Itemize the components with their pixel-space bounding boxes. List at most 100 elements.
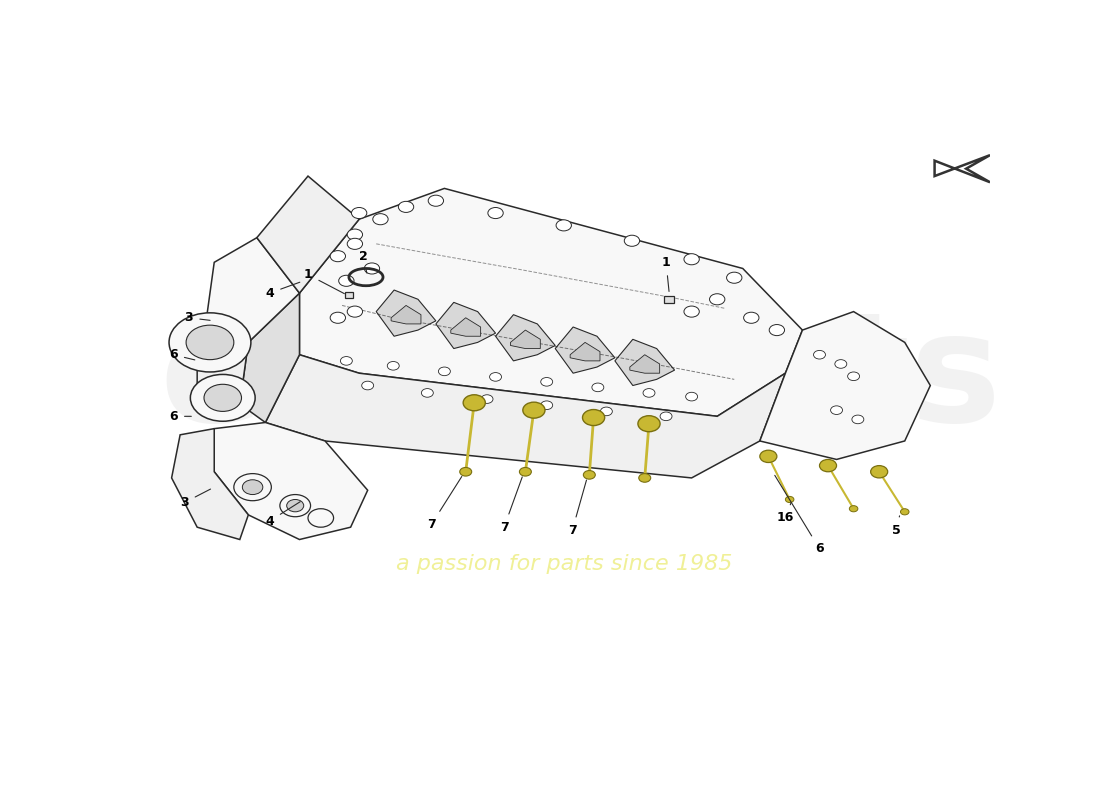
- Circle shape: [541, 378, 552, 386]
- Circle shape: [592, 383, 604, 392]
- Polygon shape: [214, 422, 367, 539]
- Circle shape: [287, 499, 304, 512]
- Circle shape: [339, 275, 354, 286]
- Circle shape: [169, 313, 251, 372]
- Text: eutoparts: eutoparts: [160, 305, 1002, 454]
- Circle shape: [308, 509, 333, 527]
- Polygon shape: [495, 314, 556, 361]
- Circle shape: [814, 350, 825, 359]
- Circle shape: [490, 373, 502, 382]
- Circle shape: [684, 306, 700, 317]
- Text: a passion for parts since 1985: a passion for parts since 1985: [396, 554, 732, 574]
- Circle shape: [348, 229, 363, 240]
- Circle shape: [398, 202, 414, 213]
- Circle shape: [519, 467, 531, 476]
- Circle shape: [421, 389, 433, 398]
- Polygon shape: [436, 302, 495, 349]
- Circle shape: [522, 402, 544, 418]
- Text: 3: 3: [180, 489, 210, 509]
- Circle shape: [460, 467, 472, 476]
- Text: 7: 7: [499, 477, 522, 534]
- Circle shape: [348, 238, 363, 250]
- Text: 16: 16: [777, 503, 794, 525]
- Circle shape: [362, 382, 374, 390]
- Polygon shape: [570, 342, 600, 361]
- Circle shape: [204, 384, 242, 411]
- Circle shape: [639, 474, 651, 482]
- Polygon shape: [172, 429, 249, 539]
- Polygon shape: [392, 306, 421, 324]
- Circle shape: [785, 496, 794, 502]
- Circle shape: [352, 207, 366, 218]
- Circle shape: [364, 263, 380, 274]
- Text: 4: 4: [265, 502, 300, 527]
- Polygon shape: [299, 188, 803, 416]
- FancyBboxPatch shape: [344, 292, 353, 298]
- Text: 4: 4: [265, 282, 300, 300]
- Text: 5: 5: [892, 516, 901, 537]
- Polygon shape: [197, 324, 249, 404]
- Text: 6: 6: [169, 410, 191, 423]
- FancyBboxPatch shape: [664, 296, 673, 303]
- Circle shape: [684, 254, 700, 265]
- Circle shape: [348, 306, 363, 317]
- Circle shape: [849, 506, 858, 512]
- Text: 2: 2: [359, 250, 367, 273]
- Circle shape: [541, 401, 552, 410]
- Circle shape: [330, 250, 345, 262]
- Circle shape: [710, 294, 725, 305]
- Text: 1: 1: [662, 256, 670, 291]
- Circle shape: [685, 392, 697, 401]
- Polygon shape: [556, 327, 615, 373]
- Polygon shape: [240, 293, 299, 422]
- Circle shape: [660, 412, 672, 421]
- Circle shape: [601, 407, 613, 416]
- Circle shape: [387, 362, 399, 370]
- Text: 1: 1: [304, 268, 344, 294]
- Circle shape: [583, 470, 595, 479]
- Polygon shape: [451, 318, 481, 336]
- Circle shape: [830, 406, 843, 414]
- Circle shape: [625, 235, 639, 246]
- Polygon shape: [257, 176, 359, 293]
- Circle shape: [583, 410, 605, 426]
- Circle shape: [727, 272, 741, 283]
- Circle shape: [234, 474, 272, 501]
- Polygon shape: [510, 330, 540, 349]
- Circle shape: [557, 220, 571, 231]
- Circle shape: [330, 312, 345, 323]
- Circle shape: [744, 312, 759, 323]
- Circle shape: [279, 494, 310, 517]
- Circle shape: [871, 466, 888, 478]
- Circle shape: [340, 357, 352, 365]
- Circle shape: [851, 415, 864, 424]
- Circle shape: [488, 207, 503, 218]
- Circle shape: [373, 214, 388, 225]
- Circle shape: [463, 394, 485, 410]
- Text: 7: 7: [568, 480, 586, 537]
- Circle shape: [190, 374, 255, 422]
- Circle shape: [848, 372, 859, 381]
- Polygon shape: [376, 290, 436, 336]
- Circle shape: [481, 394, 493, 403]
- Circle shape: [186, 325, 234, 360]
- Polygon shape: [630, 354, 660, 373]
- Polygon shape: [265, 354, 785, 478]
- Circle shape: [820, 459, 837, 472]
- Text: 6: 6: [774, 475, 824, 555]
- Circle shape: [638, 416, 660, 432]
- Circle shape: [835, 360, 847, 368]
- Text: 3: 3: [185, 311, 210, 324]
- Text: 6: 6: [169, 348, 195, 362]
- Polygon shape: [206, 238, 299, 342]
- Circle shape: [439, 367, 450, 376]
- Circle shape: [428, 195, 443, 206]
- Polygon shape: [760, 311, 931, 459]
- Polygon shape: [615, 339, 674, 386]
- Circle shape: [769, 325, 784, 336]
- Circle shape: [901, 509, 909, 515]
- Text: 7: 7: [427, 477, 462, 530]
- Circle shape: [644, 389, 654, 398]
- Circle shape: [242, 480, 263, 494]
- Circle shape: [760, 450, 777, 462]
